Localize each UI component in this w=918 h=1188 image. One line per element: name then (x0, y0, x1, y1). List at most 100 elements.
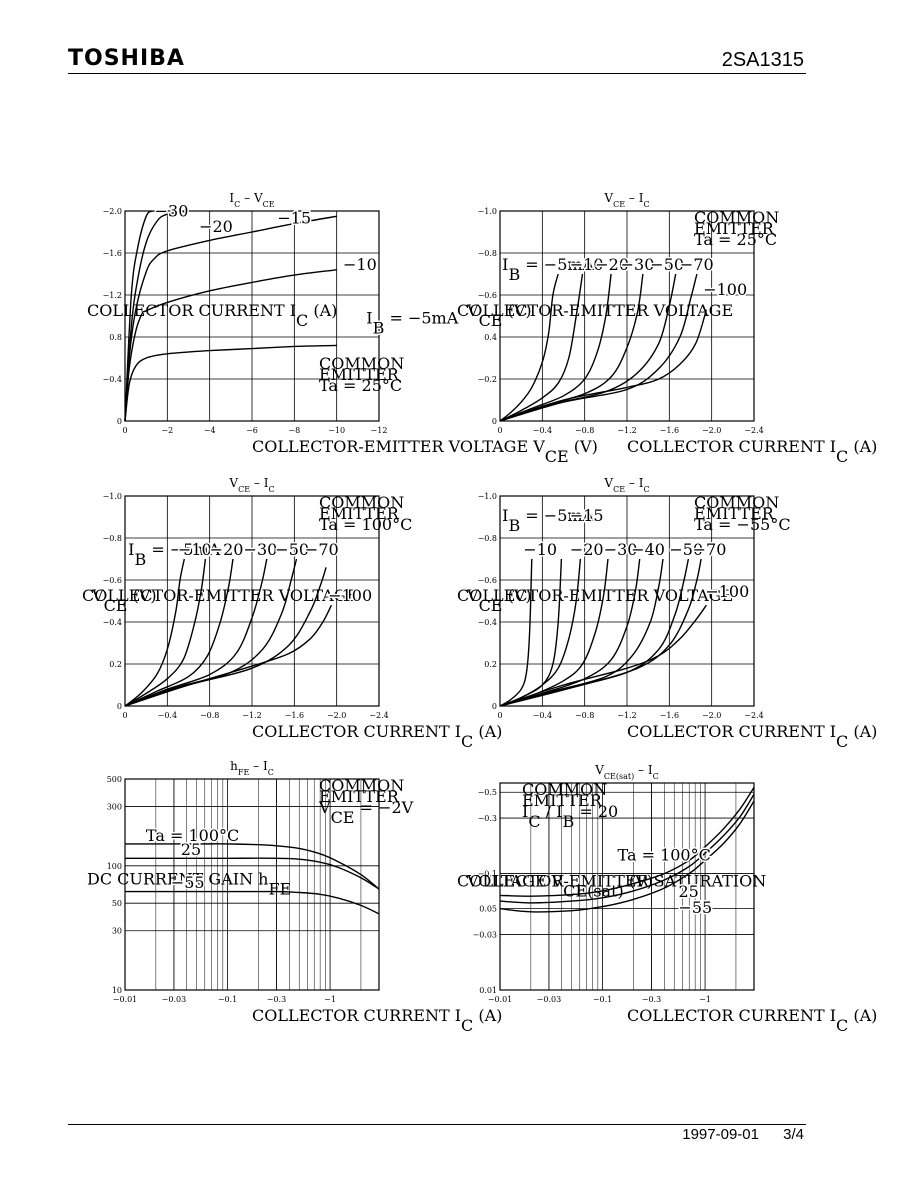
svg-text:−15: −15 (570, 506, 604, 525)
x-tick-label: −1 (324, 995, 336, 1004)
x-tick-label: −1.2 (617, 711, 636, 720)
x-tick-label: −1.2 (242, 711, 261, 720)
svg-text:−100: −100 (705, 582, 749, 601)
y-tick-label: 0 (492, 417, 497, 426)
y-tick-label: −0.4 (103, 375, 122, 384)
y-tick-label: −0.3 (478, 814, 497, 823)
svg-text:EMITTER: EMITTER (319, 365, 400, 384)
y-tick-label: 100 (107, 862, 122, 871)
series-line (499, 273, 584, 422)
y-tick-label: −1.0 (478, 207, 497, 216)
svg-text:Ta = 100°C: Ta = 100°C (146, 826, 239, 845)
svg-text:IB = −5mA: IB = −5mA (502, 255, 594, 284)
series-line (499, 793, 755, 904)
series-line (124, 210, 189, 422)
x-tick-label: −2.0 (702, 711, 721, 720)
series-line (124, 215, 337, 422)
svg-text:−10: −10 (178, 540, 212, 559)
x-tick-label: −0.01 (488, 995, 513, 1004)
series-line (499, 273, 559, 422)
series-line (499, 558, 664, 707)
svg-text:EMITTER: EMITTER (522, 791, 603, 810)
y-tick-label: 30 (112, 927, 122, 936)
[object Object]: VCE (V) (466, 301, 532, 330)
svg-text:IB = −5mA: IB = −5mA (502, 506, 594, 535)
series-line (124, 210, 153, 422)
y-tick-label: −1.0 (103, 492, 122, 501)
svg-text:−70: −70 (680, 255, 714, 274)
chart-5: −0.01 −0.03 −0.1 −0.3 −1 10 30 50 100 300 500 hFE –… (87, 759, 502, 1035)
plot-frame (499, 210, 755, 422)
svg-text:VCE = −2V: VCE = −2V (318, 798, 414, 827)
svg-text:COMMON: COMMON (319, 776, 404, 795)
footer-date: 1997-09-01 (682, 1126, 759, 1143)
y-tick-label: 0 (117, 702, 122, 711)
chart-title: VCE – IC (603, 191, 649, 209)
y-tick-label: −0.6 (478, 576, 497, 585)
plot-frame (124, 495, 380, 707)
svg-text:−70: −70 (305, 540, 339, 559)
y-tick-label: −0.8 (478, 534, 497, 543)
x-tick-label: 0 (122, 711, 127, 720)
svg-text:−40: −40 (631, 540, 665, 559)
series-line (499, 273, 698, 422)
x-tick-label: −0.4 (533, 426, 552, 435)
x-tick-label: −1.6 (660, 426, 679, 435)
[object Object]: VOLTAGE VCE(sat) (V) (466, 872, 653, 901)
svg-text:25: 25 (181, 840, 201, 859)
svg-text:−10: −10 (343, 255, 377, 274)
svg-text:COLLECTOR CURRENT IC (A): COLLECTOR CURRENT IC (A) (627, 437, 877, 466)
x-tick-label: −1.6 (660, 711, 679, 720)
svg-text:−50: −50 (275, 540, 309, 559)
x-tick-label: −10 (328, 426, 345, 435)
series-line (499, 787, 755, 897)
x-tick-label: 0 (497, 426, 502, 435)
plot-frame (124, 210, 380, 422)
svg-text:IB = −5mA: IB = −5mA (128, 540, 220, 569)
x-tick-label: −2.4 (744, 711, 763, 720)
x-tick-label: 0 (497, 711, 502, 720)
x-tick-label: −0.3 (267, 995, 286, 1004)
x-tick-label: −0.1 (593, 995, 612, 1004)
svg-text:−10: −10 (523, 540, 557, 559)
y-tick-label: −1.6 (103, 249, 122, 258)
x-tick-label: −0.4 (158, 711, 177, 720)
svg-text:COLLECTOR CURRENT IC (A): COLLECTOR CURRENT IC (A) (627, 722, 877, 751)
svg-text:−50: −50 (669, 540, 703, 559)
svg-text:−30: −30 (621, 255, 655, 274)
chart-2: 0 −0.4 −0.8 −1.2 −1.6 −2.0 −2.4 0 −0.2 0.4 −0.6 −0.… (457, 191, 877, 466)
series-line (124, 604, 333, 707)
series-line (124, 558, 185, 707)
svg-text:Ta = 25°C: Ta = 25°C (694, 230, 777, 249)
series-line (499, 800, 755, 913)
x-tick-label: −4 (204, 426, 216, 435)
y-tick-label: −0.1 (478, 870, 497, 879)
series-line (499, 558, 690, 707)
y-tick-label: 0.2 (484, 660, 497, 669)
svg-text:−20: −20 (570, 540, 604, 559)
svg-text:−30: −30 (244, 540, 278, 559)
chart-title: IC – VCE (229, 191, 274, 209)
series-line (125, 890, 380, 915)
series-line (499, 558, 641, 707)
[object Object]: COLLECTOR-EMITTER VOLTAGE (457, 586, 733, 605)
y-tick-label: 500 (107, 775, 122, 784)
x-tick-label: 0 (122, 426, 127, 435)
svg-text:EMITTER: EMITTER (319, 504, 400, 523)
svg-text:COMMON: COMMON (319, 354, 404, 373)
y-tick-label: −0.2 (478, 375, 497, 384)
y-tick-label: −0.5 (478, 788, 497, 797)
chart-title: VCE – IC (228, 476, 274, 494)
x-tick-label: −8 (288, 426, 300, 435)
series-line (124, 857, 380, 890)
chart-3: 0 −0.4 −0.8 −1.2 −1.6 −2.0 −2.4 0 0.2 −0.4 −0.6 −0.… (82, 476, 502, 751)
y-tick-label: −0.6 (478, 291, 497, 300)
svg-text:−55: −55 (678, 898, 712, 917)
plot-frame (499, 782, 755, 991)
plot-frame (499, 495, 755, 707)
series-line (499, 273, 612, 422)
chart-1: 0 −2 −4 −6 −8 −10 −12 0 −0.4 0.8 −1.2 −1.6 −2.0 IC – … (87, 191, 598, 466)
